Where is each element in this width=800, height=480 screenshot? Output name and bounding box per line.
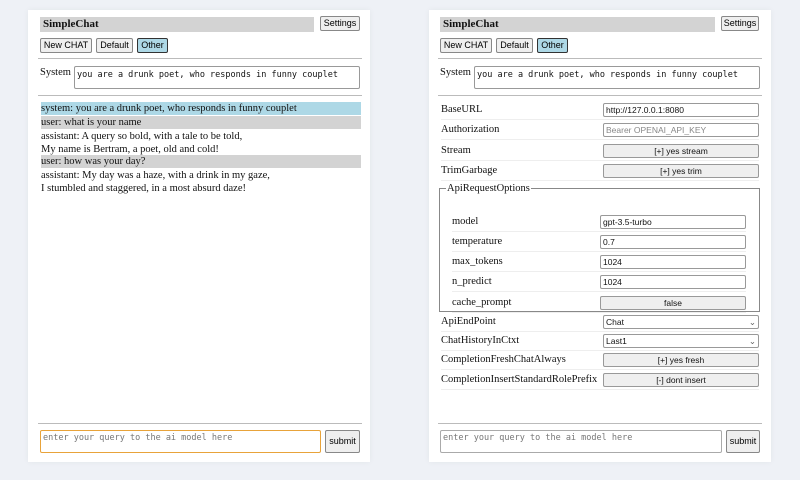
divider	[438, 58, 762, 59]
temperature-input[interactable]: 0.7	[600, 234, 746, 249]
system-prompt-input[interactable]: you are a drunk poet, who responds in fu…	[74, 66, 360, 89]
divider	[38, 95, 362, 96]
system-label: System	[40, 67, 71, 78]
api-request-options-legend: ApiRequestOptions	[447, 183, 530, 194]
message-line: assistant: My day was a haze, with a dri…	[41, 170, 270, 181]
completion-fresh-toggle-button[interactable]: [+] yes fresh	[603, 352, 759, 367]
option-cache-prompt: cache_prompt false	[452, 293, 746, 313]
setting-trim-garbage: TrimGarbage [+] yes trim	[441, 161, 759, 181]
chat-history-select[interactable]: Last1 ⌄	[603, 333, 759, 348]
max-tokens-input[interactable]: 1024	[600, 254, 746, 269]
system-label: System	[440, 67, 471, 78]
message-system: system: you are a drunk poet, who respon…	[41, 102, 361, 115]
message-user: user: what is your name	[41, 116, 361, 129]
n-predict-input[interactable]: 1024	[600, 274, 746, 289]
setting-label: BaseURL	[441, 104, 483, 115]
divider	[38, 423, 362, 424]
divider	[38, 58, 362, 59]
option-n-predict: n_predict 1024	[452, 272, 746, 292]
option-temperature: temperature 0.7	[452, 232, 746, 252]
setting-authorization: Authorization Bearer OPENAI_API_KEY	[441, 120, 759, 140]
base-url-input[interactable]: http://127.0.0.1:8080	[603, 102, 759, 117]
setting-label: ChatHistoryInCtxt	[441, 335, 520, 346]
select-value: Chat	[606, 316, 624, 327]
system-prompt-input[interactable]: you are a drunk poet, who responds in fu…	[474, 66, 760, 89]
option-model: model gpt-3.5-turbo	[452, 212, 746, 232]
role-prefix-toggle-button[interactable]: [-] dont insert	[603, 372, 759, 387]
option-label: temperature	[452, 236, 503, 247]
chat-panel: SimpleChat Settings New CHAT Default Oth…	[28, 10, 370, 462]
api-endpoint-select[interactable]: Chat ⌄	[603, 314, 759, 329]
settings-panel: SimpleChat Settings New CHAT Default Oth…	[429, 10, 771, 462]
submit-button[interactable]: submit	[325, 430, 360, 453]
stream-toggle-button[interactable]: [+] yes stream	[603, 143, 759, 158]
option-label: max_tokens	[452, 256, 503, 267]
divider	[438, 423, 762, 424]
cache-prompt-toggle-button[interactable]: false	[600, 295, 746, 310]
option-label: cache_prompt	[452, 297, 512, 308]
option-label: model	[452, 216, 479, 227]
query-input[interactable]: enter your query to the ai model here	[40, 430, 321, 453]
trim-garbage-toggle-button[interactable]: [+] yes trim	[603, 163, 759, 178]
divider	[438, 95, 762, 96]
setting-role-prefix: CompletionInsertStandardRolePrefix [-] do…	[441, 370, 759, 390]
model-input[interactable]: gpt-3.5-turbo	[600, 214, 746, 229]
new-chat-button[interactable]: New CHAT	[40, 38, 92, 53]
setting-api-endpoint: ApiEndPoint Chat ⌄	[441, 312, 759, 332]
setting-label: CompletionInsertStandardRolePrefix	[441, 374, 598, 385]
authorization-input[interactable]: Bearer OPENAI_API_KEY	[603, 122, 759, 137]
message-line: My name is Bertram, a poet, old and cold…	[41, 144, 219, 155]
settings-button[interactable]: Settings	[721, 16, 759, 31]
setting-label: Stream	[441, 145, 471, 156]
setting-chat-history: ChatHistoryInCtxt Last1 ⌄	[441, 331, 759, 351]
submit-button[interactable]: submit	[726, 430, 760, 453]
api-request-options: ApiRequestOptions model gpt-3.5-turbo tem…	[439, 183, 760, 313]
other-chat-button[interactable]: Other	[537, 38, 568, 53]
message-user: user: how was your day?	[41, 155, 361, 168]
app-title: SimpleChat	[440, 17, 715, 32]
app-title: SimpleChat	[40, 17, 314, 32]
query-input[interactable]: enter your query to the ai model here	[440, 430, 722, 453]
message-assistant: assistant: My day was a haze, with a dri…	[41, 169, 361, 195]
setting-base-url: BaseURL http://127.0.0.1:8080	[441, 100, 759, 120]
select-value: Last1	[606, 335, 627, 346]
message-line: I stumbled and staggered, in a most absu…	[41, 183, 246, 194]
setting-stream: Stream [+] yes stream	[441, 141, 759, 161]
option-label: n_predict	[452, 276, 492, 287]
message-assistant: assistant: A query so bold, with a tale …	[41, 130, 361, 156]
setting-completion-fresh: CompletionFreshChatAlways [+] yes fresh	[441, 350, 759, 370]
chevron-down-icon: ⌄	[748, 335, 756, 346]
new-chat-button[interactable]: New CHAT	[440, 38, 492, 53]
setting-label: TrimGarbage	[441, 165, 498, 176]
default-chat-button[interactable]: Default	[96, 38, 133, 53]
other-chat-button[interactable]: Other	[137, 38, 168, 53]
setting-label: ApiEndPoint	[441, 316, 496, 327]
setting-label: CompletionFreshChatAlways	[441, 354, 566, 365]
message-line: assistant: A query so bold, with a tale …	[41, 131, 243, 142]
setting-label: Authorization	[441, 124, 500, 135]
chevron-down-icon: ⌄	[748, 316, 756, 327]
option-max-tokens: max_tokens 1024	[452, 252, 746, 272]
default-chat-button[interactable]: Default	[496, 38, 533, 53]
settings-button[interactable]: Settings	[320, 16, 360, 31]
